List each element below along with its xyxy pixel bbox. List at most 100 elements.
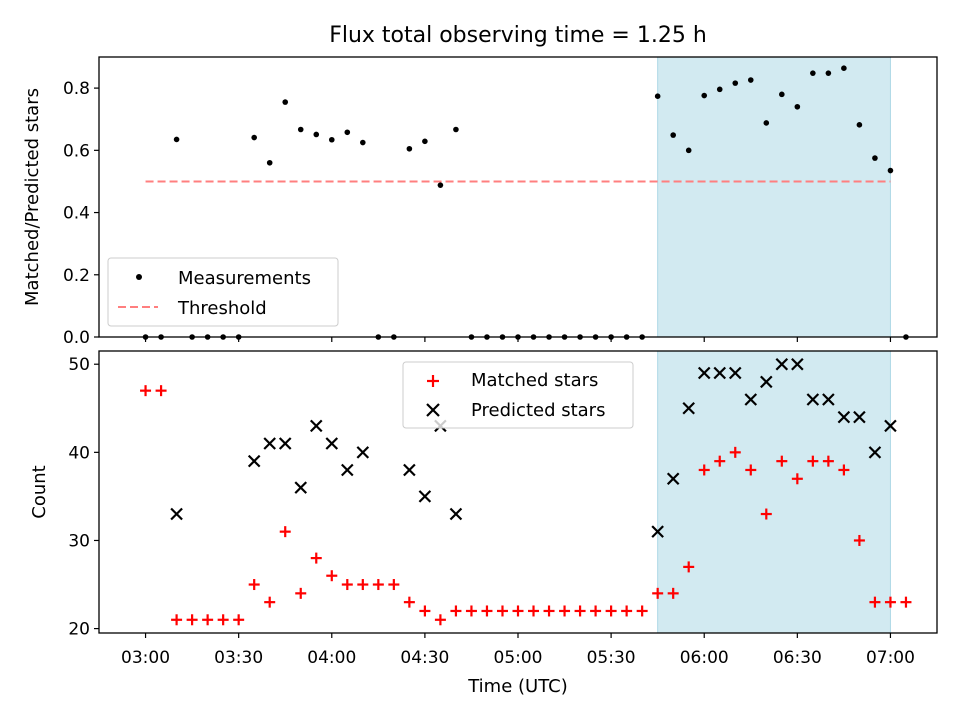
matched-star-point	[341, 579, 353, 591]
bottom-axes-frame	[98, 350, 938, 634]
x-tick-label: 05:30	[587, 648, 636, 668]
measurement-point	[328, 136, 335, 143]
measurement-point	[810, 70, 816, 76]
top-x-ticks	[144, 337, 892, 342]
matched-star-point	[155, 385, 167, 397]
matched-star-point	[760, 508, 772, 520]
predicted-star-point	[837, 410, 851, 424]
matched-star-point	[434, 614, 446, 626]
matched-star-point	[279, 526, 291, 538]
matched-star-point	[776, 455, 788, 467]
measurement-point	[173, 136, 180, 143]
matched-star-point	[822, 455, 834, 467]
measurement-point	[716, 86, 723, 93]
matched-star-point	[621, 605, 633, 617]
top-y-axis: 0.0 0.2 0.4 0.6 0.8	[63, 79, 99, 348]
matched-star-point	[372, 579, 384, 591]
measurement-point	[701, 92, 708, 99]
bottom-x-axis: 03:00 03:30 04:00 04:30 05:00 05:30 06:00 06:30…	[121, 633, 915, 668]
matched-star-point	[791, 473, 803, 485]
top-panel: 0.00.20.40.60.8 Matched/Predicted stars …	[22, 56, 938, 348]
measurement-point	[406, 145, 413, 152]
predicted-star-point	[666, 472, 680, 486]
predicted-star-point	[170, 507, 183, 521]
bottom-y-tick-label: 30	[68, 531, 90, 551]
measurement-point	[732, 80, 739, 86]
bottom-y-tick-label: 40	[68, 443, 90, 463]
x-tick-label: 07:00	[866, 648, 915, 668]
matched-star-point	[496, 605, 508, 617]
matched-star-point	[450, 605, 462, 617]
predicted-star-point	[278, 437, 292, 450]
matched-star-point	[667, 587, 679, 599]
measurement-point	[251, 134, 257, 141]
x-tick-label: 05:00	[494, 648, 543, 668]
bottom-y-axis-label: Count	[29, 465, 50, 518]
measurement-point	[437, 182, 444, 188]
measurement-point	[670, 132, 676, 138]
top-y-tick-label: 0.8	[63, 79, 90, 99]
x-tick-label: 03:30	[214, 648, 263, 668]
predicted-star-point	[822, 393, 835, 406]
matched-star-point	[853, 534, 865, 546]
predicted-star-point	[403, 463, 416, 477]
matched-star-point	[528, 605, 540, 617]
matched-star-point	[295, 587, 307, 599]
top-legend-box	[107, 257, 339, 327]
predicted-star-point	[449, 507, 463, 521]
measurement-point	[856, 122, 863, 128]
matched-star-point	[900, 596, 912, 608]
predicted-star-point	[309, 419, 323, 433]
top-y-tick-label: 0.0	[63, 328, 90, 348]
x-tick-label: 06:30	[773, 648, 822, 668]
top-y-tick-label: 0.2	[63, 266, 90, 286]
legend-label-measurements: Measurements	[178, 268, 311, 289]
predicted-star-point	[853, 410, 866, 424]
predicted-star-point	[760, 375, 773, 389]
matched-star-point	[419, 605, 431, 617]
matched-star-point	[310, 552, 322, 564]
top-highlight-span	[657, 56, 891, 338]
predicted-stars-points	[170, 357, 897, 538]
predicted-star-point	[356, 446, 370, 459]
matched-star-point	[652, 587, 664, 599]
bottom-y-tick-label: 50	[68, 355, 90, 375]
measurement-point	[887, 167, 894, 174]
matched-star-point	[698, 464, 710, 476]
legend-marker-matched	[427, 375, 439, 387]
measurement-point	[747, 77, 754, 83]
legend-marker-measurements	[136, 274, 142, 280]
legend-label-threshold: Threshold	[177, 298, 267, 319]
matched-star-point	[264, 596, 276, 608]
predicted-star-point	[744, 393, 758, 406]
matched-star-point	[217, 614, 229, 626]
measurement-point	[344, 129, 351, 136]
matched-star-point	[403, 596, 415, 608]
bottom-y-axis: 20 30 40 50	[68, 355, 99, 640]
matched-star-point	[357, 579, 369, 591]
matched-star-point	[171, 614, 183, 626]
top-y-axis-label: Matched/Predicted stars	[22, 88, 43, 306]
matched-star-point	[233, 614, 245, 626]
chart-title: Flux total observing time = 1.25 h	[329, 23, 707, 48]
measurement-point	[297, 126, 304, 133]
legend-label-matched: Matched stars	[471, 370, 598, 391]
predicted-star-point	[247, 454, 261, 468]
matched-star-point	[543, 605, 555, 617]
bottom-y-tick-label: 20	[68, 620, 90, 640]
matched-star-point	[838, 464, 850, 476]
matched-star-point	[574, 605, 586, 617]
measurement-point	[825, 70, 832, 76]
x-tick-label: 03:00	[121, 648, 170, 668]
predicted-star-point	[884, 419, 897, 433]
matched-star-point	[326, 570, 338, 582]
predicted-star-point	[791, 357, 804, 371]
measurement-point	[685, 147, 692, 154]
bottom-legend: Matched stars Predicted stars	[402, 361, 634, 429]
matched-star-point	[140, 385, 152, 397]
x-tick-label: 04:00	[307, 648, 356, 668]
measurement-point	[313, 131, 320, 138]
top-axes-frame	[98, 56, 938, 338]
measurement-point	[453, 126, 459, 133]
